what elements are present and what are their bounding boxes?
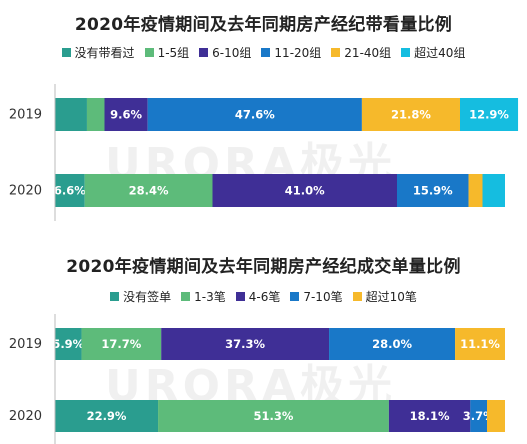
legend-item: 超过10笔 xyxy=(352,288,417,305)
bar-segment xyxy=(55,174,85,207)
legend-item: 21-40组 xyxy=(331,44,391,61)
legend-swatch xyxy=(61,48,71,57)
data-label: 15.9% xyxy=(413,184,453,198)
bar-segment xyxy=(147,98,362,131)
legend-swatch xyxy=(261,48,271,57)
bar-segment xyxy=(84,174,213,207)
legend-swatch xyxy=(235,292,245,301)
bar-segment xyxy=(55,400,159,432)
legend-item: 超过40组 xyxy=(401,44,465,61)
legend-label: 21-40组 xyxy=(344,46,392,60)
data-label: 41.0% xyxy=(285,184,325,198)
chart2-title: 2020年疫情期间及去年同期房产经纪成交单量比例 xyxy=(66,257,461,277)
data-label: 51.3% xyxy=(254,409,294,423)
data-label: 21.8% xyxy=(391,108,431,122)
bar-segment xyxy=(482,174,505,207)
legend-label: 没有签单 xyxy=(123,290,172,304)
bar-segment xyxy=(388,400,471,432)
bar-segment xyxy=(55,328,82,360)
data-label: 28.4% xyxy=(129,184,169,198)
legend-swatch xyxy=(110,292,120,301)
bar-segment xyxy=(470,400,487,432)
data-label: 9.6% xyxy=(110,108,142,122)
legend-item: 没有带看过 xyxy=(61,44,135,61)
legend-item: 1-3笔 xyxy=(181,288,226,305)
bar-segment xyxy=(361,98,460,131)
legend-swatch xyxy=(352,292,362,301)
legend-item: 1-5组 xyxy=(144,44,190,61)
data-label: 6.6% xyxy=(54,184,86,198)
chart1-title: 2020年疫情期间及去年同期房产经纪带看量比例 xyxy=(74,15,453,35)
legend-label: 4-6笔 xyxy=(248,290,281,304)
legend-swatch xyxy=(181,292,191,301)
legend-swatch xyxy=(331,48,341,57)
legend-label: 11-20组 xyxy=(274,46,322,60)
category-label: 2020 xyxy=(9,409,42,424)
legend-item: 11-20组 xyxy=(261,44,321,61)
category-label: 2019 xyxy=(9,108,42,123)
bar-segment xyxy=(104,98,148,131)
category-label: 2019 xyxy=(9,337,42,352)
bar-segment xyxy=(460,98,519,131)
data-label: 12.9% xyxy=(469,108,509,122)
chart2-legend: 没有签单 1-3笔 4-6笔 7-10笔 超过10笔 xyxy=(0,288,527,305)
legend-swatch xyxy=(144,48,154,57)
data-label: 11.1% xyxy=(460,337,500,351)
data-label: 28.0% xyxy=(372,337,412,351)
data-label: 22.9% xyxy=(87,409,127,423)
legend-label: 没有带看过 xyxy=(74,46,135,60)
legend-label: 超过40组 xyxy=(414,46,466,60)
bar-segment xyxy=(468,174,483,207)
legend-swatch xyxy=(199,48,209,57)
bar-segment xyxy=(161,328,330,360)
data-label: 47.6% xyxy=(235,108,275,122)
legend-label: 1-3笔 xyxy=(194,290,226,304)
bar-segment xyxy=(487,400,505,432)
data-label: 17.7% xyxy=(101,337,141,351)
legend-label: 7-10笔 xyxy=(303,290,343,304)
data-label: 5.9% xyxy=(52,337,84,351)
legend-label: 1-5组 xyxy=(157,46,190,60)
category-label: 2020 xyxy=(9,184,42,199)
bar-segment xyxy=(81,328,162,360)
data-label: 18.1% xyxy=(410,409,450,423)
legend-item: 7-10笔 xyxy=(290,288,343,305)
bar-segment xyxy=(86,98,105,131)
legend-item: 6-10组 xyxy=(199,44,251,61)
legend-item: 没有签单 xyxy=(110,288,171,305)
legend-item: 4-6笔 xyxy=(235,288,281,305)
legend-label: 6-10组 xyxy=(212,46,252,60)
bar-segment xyxy=(329,328,456,360)
legend-swatch xyxy=(401,48,411,57)
bar-segment xyxy=(212,174,397,207)
bar-segment xyxy=(455,328,505,360)
legend-swatch xyxy=(290,292,300,301)
data-label: 37.3% xyxy=(225,337,265,351)
legend-label: 超过10笔 xyxy=(365,290,417,304)
chart1-legend: 没有带看过 1-5组 6-10组 11-20组 21-40组 超过40组 xyxy=(0,44,527,61)
bar-segment xyxy=(397,174,469,207)
bar-segment xyxy=(55,98,87,131)
bar-segment xyxy=(158,400,389,432)
